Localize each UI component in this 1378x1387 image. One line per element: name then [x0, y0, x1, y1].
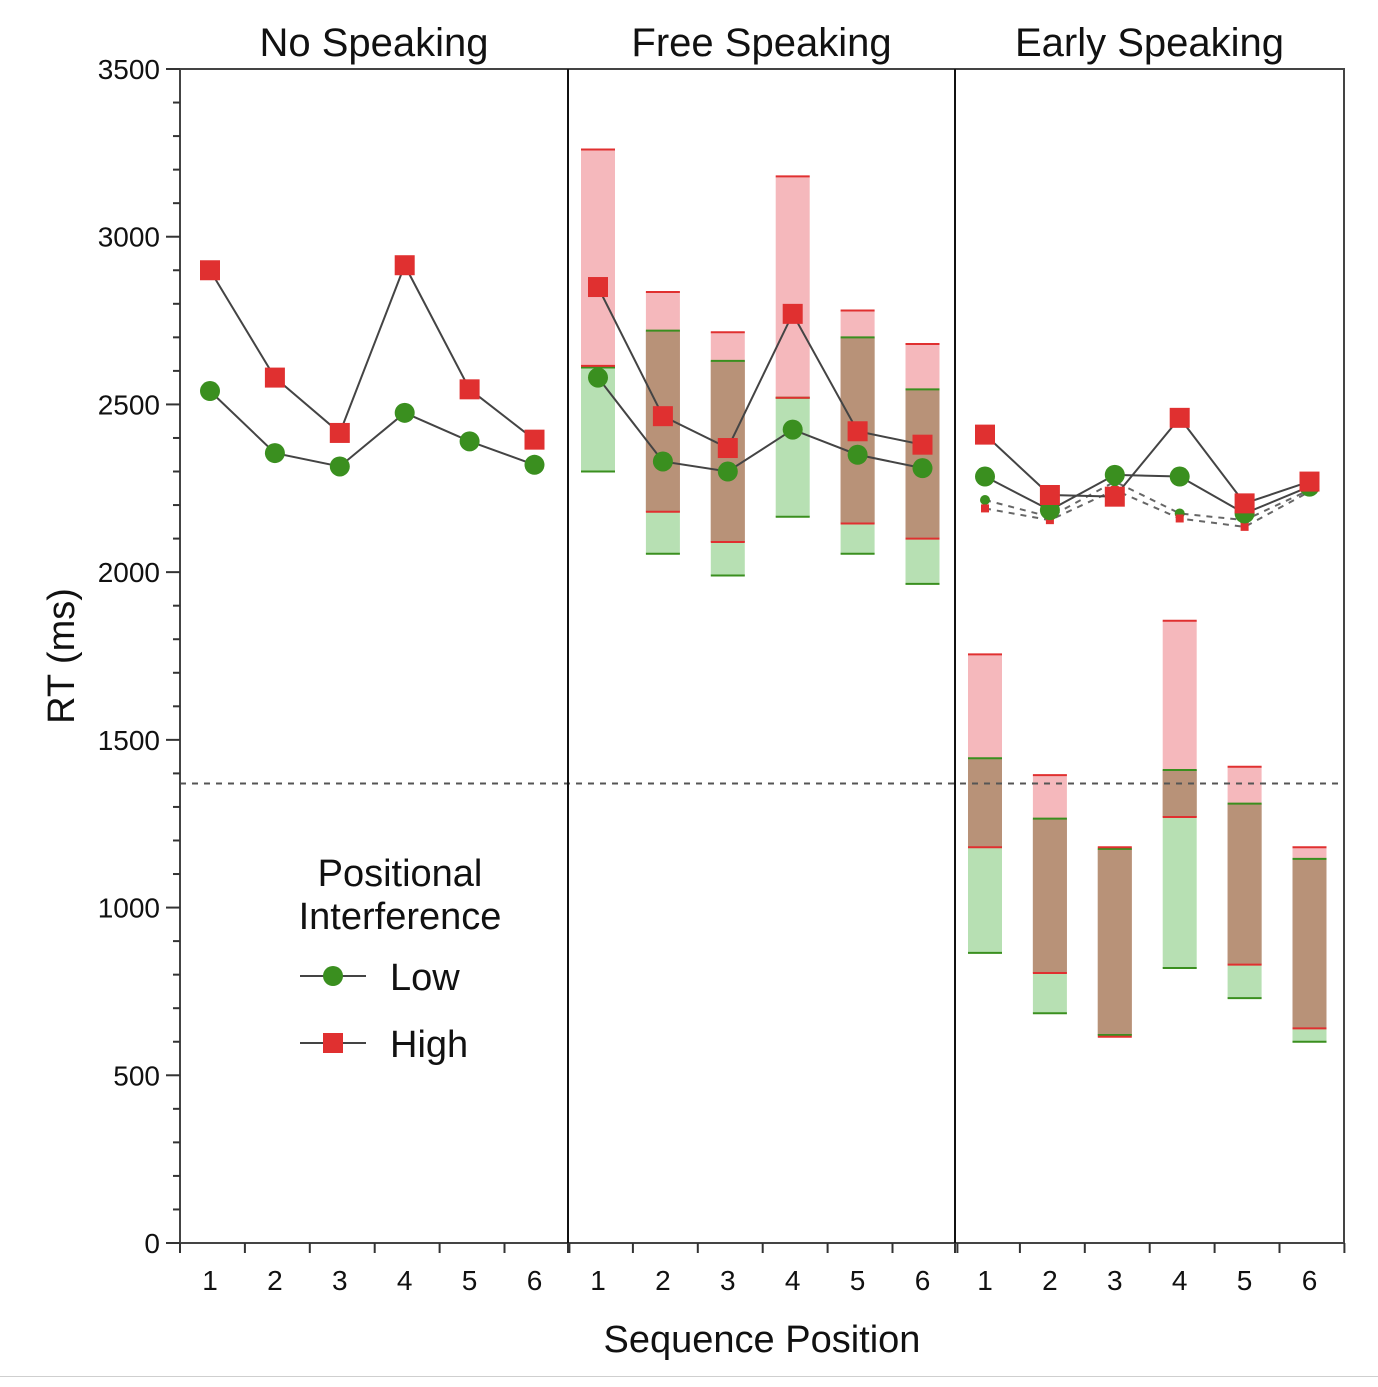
y-tick-label-3000: 3000 — [98, 222, 160, 253]
series-line-high-3 — [984, 416, 1310, 505]
point-high-2-2 — [652, 406, 673, 427]
point-high-2-6 — [912, 434, 933, 455]
point-high-3-3 — [1104, 486, 1125, 507]
x-tick-label-2-1: 1 — [590, 1265, 606, 1296]
point-high-2-3 — [717, 438, 738, 459]
dashed-point-high-3-2 — [1045, 516, 1054, 525]
point-high-3-2 — [1039, 484, 1060, 505]
overlap-band-3-6 — [1292, 858, 1327, 1029]
point-high-3-5 — [1234, 493, 1255, 514]
point-high-2-4 — [782, 303, 803, 324]
y-tick-label-2000: 2000 — [98, 557, 160, 588]
point-low-2-5 — [847, 444, 868, 465]
overlap-band-3-5 — [1227, 803, 1262, 965]
point-low-2-4 — [782, 419, 803, 440]
x-tick-label-3-5: 5 — [1237, 1265, 1253, 1296]
legend-marker-high — [323, 1033, 343, 1053]
panel-title-1: No Speaking — [259, 21, 488, 65]
x-axis-title: Sequence Position — [604, 1319, 921, 1361]
x-tick-label-2-6: 6 — [915, 1265, 931, 1296]
x-tick-label-1-3: 3 — [332, 1265, 348, 1296]
x-tick-label-3-4: 4 — [1172, 1265, 1188, 1296]
x-tick-label-2-5: 5 — [850, 1265, 866, 1296]
dashed-line-high-3 — [984, 488, 1310, 528]
point-high-1-1 — [200, 260, 220, 281]
dashed-point-high-3-5 — [1240, 522, 1249, 531]
legend-label-high: High — [390, 1024, 468, 1066]
y-tick-label-1500: 1500 — [98, 725, 160, 756]
x-tick-label-2-2: 2 — [655, 1265, 671, 1296]
panel-title-2: Free Speaking — [631, 21, 891, 65]
x-tick-label-3-1: 1 — [977, 1265, 993, 1296]
dashed-line-low-3 — [984, 480, 1310, 522]
point-low-2-2 — [652, 451, 673, 472]
point-low-1-1 — [200, 381, 220, 402]
point-low-3-1 — [975, 466, 995, 487]
overlap-band-3-1 — [968, 758, 1002, 848]
point-high-3-1 — [975, 424, 995, 445]
y-axis-title: RT (ms) — [41, 588, 83, 724]
x-tick-label-3-2: 2 — [1042, 1265, 1058, 1296]
point-high-3-6 — [1299, 471, 1320, 492]
panel-title-3: Early Speaking — [1015, 21, 1284, 65]
series-line-high-1 — [209, 262, 536, 441]
image-bottom-border — [0, 1376, 1378, 1377]
x-tick-label-3-3: 3 — [1107, 1265, 1123, 1296]
legend-title-line1: Positional — [318, 853, 483, 895]
point-low-3-4 — [1169, 466, 1190, 487]
overlap-band-3-3 — [1097, 848, 1132, 1036]
y-tick-label-500: 500 — [113, 1060, 160, 1091]
high-band-2-1 — [581, 149, 615, 366]
y-tick-label-1000: 1000 — [98, 893, 160, 924]
legend-marker-low — [323, 966, 343, 986]
dashed-point-low-3-1 — [980, 495, 990, 506]
point-high-2-1 — [588, 277, 608, 298]
point-high-1-4 — [394, 255, 415, 276]
legend-label-low: Low — [390, 957, 460, 999]
y-tick-label-2500: 2500 — [98, 389, 160, 420]
point-low-1-6 — [524, 454, 545, 475]
point-high-3-4 — [1169, 407, 1190, 428]
point-low-2-3 — [717, 461, 738, 482]
x-tick-label-1-5: 5 — [462, 1265, 478, 1296]
x-tick-label-1-6: 6 — [527, 1265, 543, 1296]
high-band-2-4 — [775, 176, 810, 398]
series-line-low-2 — [597, 376, 923, 473]
x-tick-label-1-2: 2 — [267, 1265, 283, 1296]
x-tick-label-1-4: 4 — [397, 1265, 413, 1296]
series-line-low-3 — [984, 473, 1310, 515]
point-low-2-6 — [912, 458, 933, 479]
overlap-band-3-2 — [1032, 818, 1067, 973]
point-low-1-4 — [394, 402, 415, 423]
low-band-2-4 — [775, 397, 810, 517]
series-line-high-2 — [597, 286, 923, 450]
point-low-3-2 — [1039, 500, 1060, 521]
x-tick-label-1-1: 1 — [202, 1265, 218, 1296]
point-high-1-2 — [264, 367, 285, 388]
y-tick-label-0: 0 — [144, 1228, 160, 1259]
overlap-band-3-4 — [1162, 770, 1197, 818]
point-low-3-3 — [1104, 464, 1125, 485]
point-high-1-6 — [524, 429, 545, 450]
point-high-1-5 — [459, 379, 480, 400]
point-low-1-5 — [459, 431, 480, 452]
legend-title-line2: Interference — [299, 896, 502, 938]
point-low-1-2 — [264, 443, 285, 464]
series-line-low-1 — [209, 390, 535, 468]
y-tick-label-3500: 3500 — [98, 54, 160, 85]
point-low-2-1 — [588, 367, 608, 388]
x-tick-label-2-3: 3 — [720, 1265, 736, 1296]
point-low-1-3 — [329, 456, 350, 477]
x-tick-label-2-4: 4 — [785, 1265, 801, 1296]
point-high-1-3 — [329, 422, 350, 443]
dashed-point-high-3-4 — [1175, 514, 1184, 523]
dashed-point-high-3-1 — [981, 504, 989, 513]
point-high-2-5 — [847, 421, 868, 442]
x-tick-label-3-6: 6 — [1302, 1265, 1318, 1296]
